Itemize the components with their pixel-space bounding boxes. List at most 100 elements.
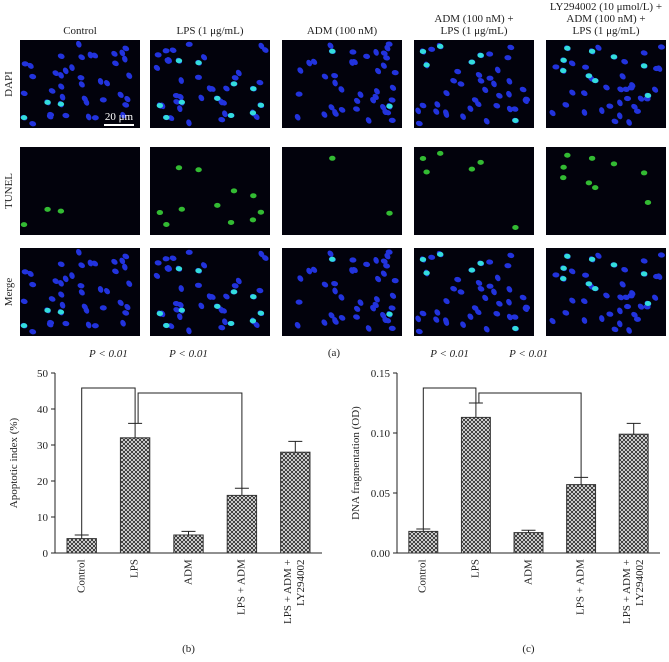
nucleus <box>294 321 301 329</box>
significance-bracket <box>137 392 243 489</box>
nucleus <box>391 70 399 76</box>
nucleus <box>235 277 242 285</box>
nucleus <box>218 98 225 106</box>
nucleus <box>611 118 619 125</box>
column-header: ADM (100 nM) + <box>434 13 513 25</box>
nucleus <box>209 85 216 92</box>
nucleus <box>321 73 329 80</box>
nucleus <box>58 280 64 287</box>
nucleus <box>569 89 576 96</box>
merged-spot <box>249 318 257 324</box>
merged-spot <box>512 326 519 332</box>
nucleus <box>629 82 636 89</box>
nucleus <box>200 262 208 269</box>
tunel-spot <box>640 170 648 176</box>
nucleus <box>373 296 380 303</box>
merged-spot <box>644 301 652 307</box>
nucleus <box>52 278 60 285</box>
nucleus <box>52 70 60 77</box>
nucleus <box>328 104 335 111</box>
x-tick-label: LPS <box>128 559 141 578</box>
nucleus <box>511 106 519 112</box>
nucleus <box>580 298 588 305</box>
nucleus <box>76 40 82 48</box>
nucleus <box>122 310 130 316</box>
nucleus <box>569 297 576 304</box>
nucleus <box>62 112 70 119</box>
tunel-spot <box>437 150 444 156</box>
nucleus <box>295 91 303 97</box>
nucleus <box>78 289 85 296</box>
column-header: LY294002 (10 μmol/L) + <box>550 1 662 13</box>
nucleus <box>562 310 570 316</box>
nucleus <box>162 48 170 54</box>
nucleus <box>443 298 450 305</box>
nucleus <box>153 64 161 71</box>
error-bar <box>234 487 249 496</box>
column-header: LPS (1 μg/mL) <box>176 25 243 37</box>
merged-spot <box>419 48 427 54</box>
nucleus <box>198 302 205 310</box>
nucleus <box>599 315 605 323</box>
bar <box>408 530 439 554</box>
nucleus <box>126 280 133 287</box>
nucleus <box>122 102 130 108</box>
merged-spot <box>468 59 476 65</box>
nucleus <box>450 78 458 84</box>
merged-spot <box>257 102 265 108</box>
nucleus <box>486 259 494 265</box>
nucleus <box>258 250 265 258</box>
micrograph <box>414 40 534 128</box>
nucleus <box>454 68 462 75</box>
nucleus <box>58 291 65 298</box>
nucleus <box>617 99 623 107</box>
tunel-spot <box>419 155 427 161</box>
merged-spot <box>329 256 336 262</box>
bar <box>66 538 97 554</box>
nucleus <box>29 121 37 127</box>
nucleus <box>656 273 663 280</box>
nucleus <box>87 51 94 59</box>
nucleus <box>443 90 450 97</box>
significance-label: P < 0.01 <box>168 348 208 360</box>
error-bar <box>74 534 89 539</box>
nucleus <box>383 55 391 61</box>
nucleus <box>332 287 338 295</box>
micrograph <box>546 147 666 235</box>
nucleus <box>475 72 483 78</box>
nucleus <box>338 106 346 113</box>
nucleus <box>353 106 360 112</box>
merged-spot <box>227 112 235 118</box>
x-tick-label: ADM <box>522 559 534 585</box>
merged-spot <box>588 48 596 54</box>
nucleus <box>122 263 128 271</box>
merged-spot <box>178 307 185 313</box>
tunel-spot <box>257 209 265 215</box>
nucleus <box>611 326 619 333</box>
merged-spot <box>564 253 571 259</box>
nucleus <box>297 275 304 282</box>
nucleus <box>496 92 503 99</box>
nucleus <box>331 72 339 79</box>
nucleus <box>640 50 648 56</box>
nucleus <box>59 301 66 309</box>
bar <box>119 437 151 554</box>
nucleus <box>629 290 636 297</box>
tunel-spot <box>560 164 567 170</box>
nucleus <box>167 115 175 121</box>
nucleus <box>519 294 527 301</box>
nucleus <box>568 60 576 67</box>
nucleus <box>507 252 515 259</box>
nucleus <box>353 97 361 104</box>
nucleus <box>218 306 225 314</box>
nucleus <box>617 294 624 301</box>
nucleus <box>235 69 242 77</box>
nucleus <box>178 285 184 292</box>
nucleus <box>173 99 181 105</box>
nucleus <box>57 53 65 59</box>
nucleus <box>306 59 313 67</box>
merged-spot <box>560 57 567 63</box>
nucleus <box>111 258 118 265</box>
error-bar <box>468 402 483 418</box>
